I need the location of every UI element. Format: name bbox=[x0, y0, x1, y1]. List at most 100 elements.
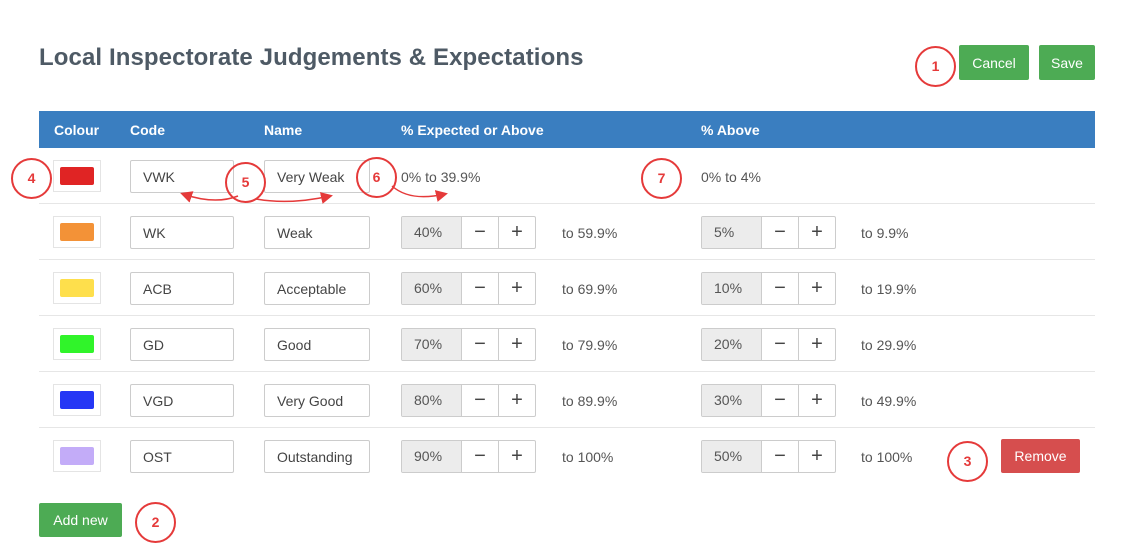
column-header-expected: % Expected or Above bbox=[401, 122, 544, 138]
increment-button[interactable]: + bbox=[511, 445, 523, 467]
increment-button[interactable]: + bbox=[811, 277, 823, 299]
increment-button[interactable]: + bbox=[511, 333, 523, 355]
decrement-button[interactable]: − bbox=[762, 217, 799, 248]
callout-marker: 7 bbox=[641, 158, 682, 199]
increment-button[interactable]: + bbox=[811, 333, 823, 355]
row-divider bbox=[39, 203, 1095, 204]
code-input[interactable] bbox=[130, 272, 234, 305]
expected-value[interactable]: 70% bbox=[402, 329, 462, 360]
name-input[interactable] bbox=[264, 384, 370, 417]
above-stepper: 30% − + bbox=[701, 384, 836, 417]
row-divider bbox=[39, 259, 1095, 260]
decrement-button[interactable]: − bbox=[762, 385, 799, 416]
above-value[interactable]: 10% bbox=[702, 273, 762, 304]
callout-marker: 1 bbox=[915, 46, 956, 87]
name-input[interactable] bbox=[264, 160, 370, 193]
colour-swatch bbox=[60, 279, 94, 297]
colour-picker[interactable] bbox=[53, 328, 101, 360]
colour-swatch bbox=[60, 447, 94, 465]
table-row: 80% − + to 89.9% 30% − + to 49.9% bbox=[39, 372, 1095, 428]
increment-button[interactable]: + bbox=[811, 445, 823, 467]
decrement-button[interactable]: − bbox=[762, 273, 799, 304]
expected-value[interactable]: 60% bbox=[402, 273, 462, 304]
expected-range-end: to 59.9% bbox=[562, 225, 618, 241]
code-input[interactable] bbox=[130, 328, 234, 361]
callout-marker: 2 bbox=[135, 502, 176, 543]
table-row: 0% to 39.9% 0% to 4% bbox=[39, 148, 1095, 204]
decrement-button[interactable]: − bbox=[462, 441, 499, 472]
column-header-code: Code bbox=[130, 122, 165, 138]
name-input[interactable] bbox=[264, 440, 370, 473]
above-stepper: 20% − + bbox=[701, 328, 836, 361]
above-range-end: to 29.9% bbox=[861, 337, 917, 353]
above-range-end: to 9.9% bbox=[861, 225, 909, 241]
table-row: 70% − + to 79.9% 20% − + to 29.9% bbox=[39, 316, 1095, 372]
table-row: 60% − + to 69.9% 10% − + to 19.9% bbox=[39, 260, 1095, 316]
column-header-above: % Above bbox=[701, 122, 760, 138]
table-header: Colour Code Name % Expected or Above % A… bbox=[39, 111, 1095, 148]
add-new-button[interactable]: Add new bbox=[39, 503, 122, 537]
cancel-button[interactable]: Cancel bbox=[959, 45, 1029, 80]
decrement-button[interactable]: − bbox=[762, 441, 799, 472]
code-input[interactable] bbox=[130, 440, 234, 473]
expected-stepper: 70% − + bbox=[401, 328, 536, 361]
decrement-button[interactable]: − bbox=[462, 385, 499, 416]
remove-button[interactable]: Remove bbox=[1001, 439, 1080, 473]
save-button[interactable]: Save bbox=[1039, 45, 1095, 80]
colour-swatch bbox=[60, 335, 94, 353]
above-value[interactable]: 20% bbox=[702, 329, 762, 360]
colour-swatch bbox=[60, 167, 94, 185]
row-divider bbox=[39, 427, 1095, 428]
colour-picker[interactable] bbox=[53, 384, 101, 416]
name-input[interactable] bbox=[264, 328, 370, 361]
expected-stepper: 60% − + bbox=[401, 272, 536, 305]
increment-button[interactable]: + bbox=[511, 389, 523, 411]
expected-stepper: 90% − + bbox=[401, 440, 536, 473]
increment-button[interactable]: + bbox=[811, 221, 823, 243]
expected-range-text: 0% to 39.9% bbox=[401, 169, 481, 185]
expected-stepper: 80% − + bbox=[401, 384, 536, 417]
code-input[interactable] bbox=[130, 384, 234, 417]
above-stepper: 5% − + bbox=[701, 216, 836, 249]
name-input[interactable] bbox=[264, 216, 370, 249]
code-input[interactable] bbox=[130, 160, 234, 193]
above-value[interactable]: 50% bbox=[702, 441, 762, 472]
callout-marker: 3 bbox=[947, 441, 988, 482]
table-row: 40% − + to 59.9% 5% − + to 9.9% bbox=[39, 204, 1095, 260]
name-input[interactable] bbox=[264, 272, 370, 305]
colour-picker[interactable] bbox=[53, 160, 101, 192]
expected-value[interactable]: 90% bbox=[402, 441, 462, 472]
expected-range-end: to 89.9% bbox=[562, 393, 618, 409]
colour-picker[interactable] bbox=[53, 272, 101, 304]
above-range-text: 0% to 4% bbox=[701, 169, 761, 185]
column-header-colour: Colour bbox=[54, 122, 100, 138]
colour-picker[interactable] bbox=[53, 216, 101, 248]
decrement-button[interactable]: − bbox=[462, 329, 499, 360]
expected-stepper: 40% − + bbox=[401, 216, 536, 249]
above-value[interactable]: 5% bbox=[702, 217, 762, 248]
column-header-name: Name bbox=[264, 122, 303, 138]
increment-button[interactable]: + bbox=[511, 221, 523, 243]
callout-marker: 5 bbox=[225, 162, 266, 203]
expected-value[interactable]: 80% bbox=[402, 385, 462, 416]
colour-swatch bbox=[60, 223, 94, 241]
expected-range-end: to 100% bbox=[562, 449, 614, 465]
decrement-button[interactable]: − bbox=[762, 329, 799, 360]
increment-button[interactable]: + bbox=[511, 277, 523, 299]
code-input[interactable] bbox=[130, 216, 234, 249]
decrement-button[interactable]: − bbox=[462, 273, 499, 304]
callout-marker: 4 bbox=[11, 158, 52, 199]
expected-value[interactable]: 40% bbox=[402, 217, 462, 248]
row-divider bbox=[39, 371, 1095, 372]
decrement-button[interactable]: − bbox=[462, 217, 499, 248]
expected-range-end: to 69.9% bbox=[562, 281, 618, 297]
table-row: 90% − + to 100% 50% − + to 100% Remove bbox=[39, 428, 1095, 484]
above-range-end: to 100% bbox=[861, 449, 913, 465]
increment-button[interactable]: + bbox=[811, 389, 823, 411]
callout-marker: 6 bbox=[356, 157, 397, 198]
colour-picker[interactable] bbox=[53, 440, 101, 472]
expected-range-end: to 79.9% bbox=[562, 337, 618, 353]
above-value[interactable]: 30% bbox=[702, 385, 762, 416]
colour-swatch bbox=[60, 391, 94, 409]
above-stepper: 10% − + bbox=[701, 272, 836, 305]
